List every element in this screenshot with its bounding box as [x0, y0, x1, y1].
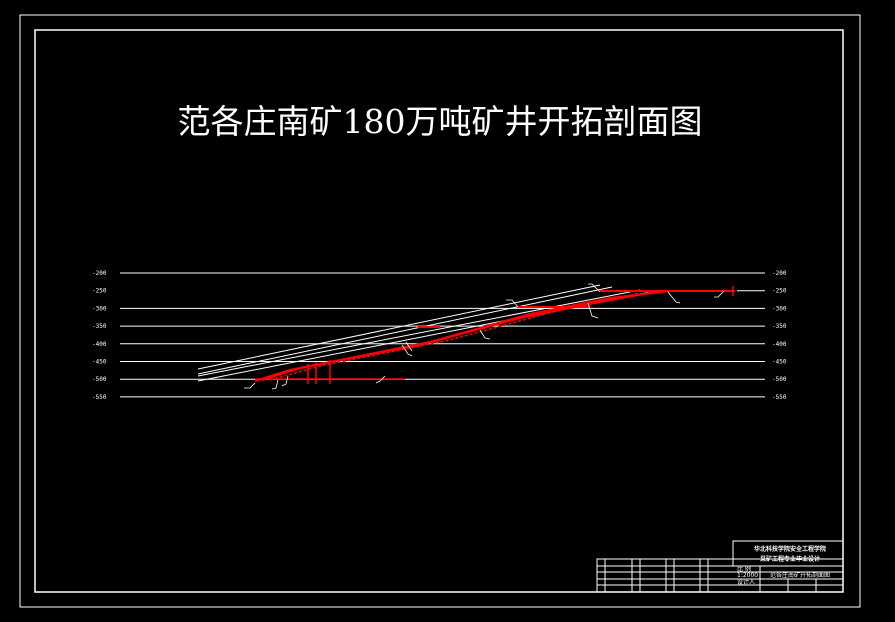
inner-border [34, 29, 844, 593]
outer-border [19, 14, 861, 608]
level-label-left: -250 [92, 288, 107, 295]
school-name-line1: 华北科技学院安全工程学院 [754, 545, 826, 553]
level-label-left: -350 [92, 323, 107, 330]
title-block [596, 540, 844, 593]
level-label-left: -400 [92, 341, 107, 348]
school-name-line2: 采矿工程专业毕业设计 [760, 555, 820, 563]
level-label-left: -300 [92, 305, 107, 312]
level-lines: -200 -200 -250 -250 -300 -300 -350 -350 -400 -400… [92, 270, 787, 401]
level-label-left: -200 [92, 270, 107, 277]
level-label-right: -300 [772, 305, 787, 312]
level-label-left: -450 [92, 359, 107, 366]
drawing-title: 范各庄南矿180万吨矿井开拓剖面图 [178, 102, 703, 141]
leader-lines [244, 283, 725, 390]
roadways [197, 284, 651, 382]
level-label-left: -500 [92, 376, 107, 383]
level-label-right: -500 [772, 376, 787, 383]
level-label-right: -450 [772, 359, 787, 366]
level-label-right: -400 [772, 341, 787, 348]
coal-seam [254, 286, 735, 384]
drawing-name: 范各庄南矿开拓剖面图 [770, 571, 830, 579]
level-label-left: -550 [92, 394, 107, 401]
level-label-right: -550 [772, 394, 787, 401]
level-label-right: -350 [772, 323, 787, 330]
scale-label: 比 例 [737, 565, 751, 573]
scale-value: 1:2000 [737, 572, 758, 579]
level-label-right: -250 [772, 288, 787, 295]
level-label-right: -200 [772, 270, 787, 277]
designer-label: 设计人 [737, 578, 755, 586]
